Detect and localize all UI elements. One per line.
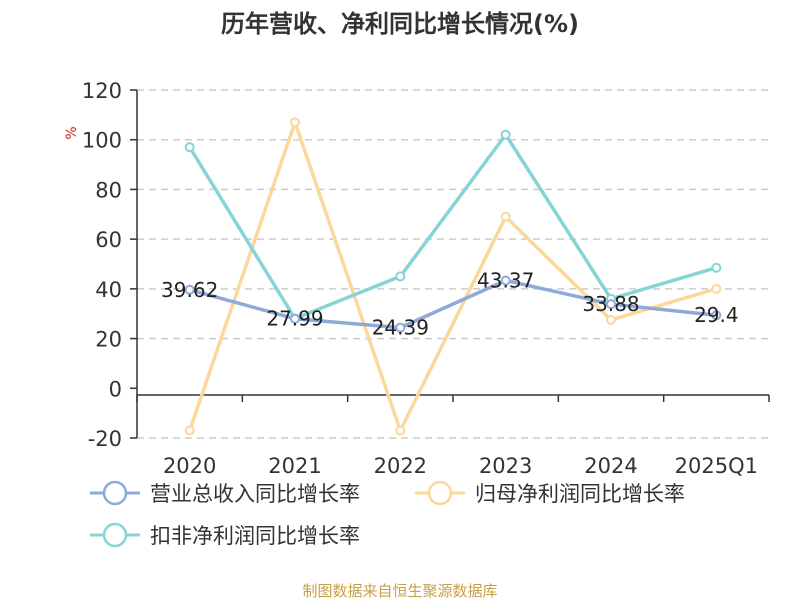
data-point[interactable] [184, 425, 195, 436]
data-point[interactable] [500, 129, 511, 140]
grid-lines [137, 89, 769, 439]
legend-label: 扣非净利润同比增长率 [150, 524, 360, 548]
data-point[interactable] [711, 262, 722, 273]
data-point[interactable] [184, 284, 195, 295]
series-line [187, 278, 719, 330]
chart-title: 历年营收、净利同比增长情况(%) [221, 10, 579, 38]
data-label: 29.4 [694, 303, 739, 327]
x-tick-label: 2021 [268, 454, 321, 478]
legend-item[interactable]: 营业总收入同比增长率 [90, 480, 360, 506]
series-line [187, 132, 719, 321]
data-point[interactable] [606, 299, 616, 310]
y-tick-label: -20 [88, 427, 122, 451]
data-label: 33.88 [582, 292, 639, 316]
legend-label: 归母净利润同比增长率 [475, 482, 685, 506]
data-point[interactable] [290, 117, 300, 128]
source-note: 制图数据来自恒生聚源数据库 [302, 582, 497, 600]
x-tick-label: 2025Q1 [675, 454, 758, 478]
x-tick-label: 2023 [479, 454, 532, 478]
data-label: 24.39 [372, 316, 429, 340]
x-tick-label: 2020 [163, 454, 216, 478]
data-point[interactable] [500, 275, 511, 286]
data-point[interactable] [500, 211, 511, 222]
y-tick-label: 60 [95, 228, 122, 252]
x-tick-label: 2022 [374, 454, 427, 478]
data-point[interactable] [395, 322, 406, 333]
y-tick-label: 40 [95, 278, 122, 302]
y-axis-unit-label: % [64, 126, 80, 139]
y-tick-label: 120 [82, 79, 122, 103]
legend-marker [102, 480, 128, 506]
data-point[interactable] [606, 314, 616, 325]
x-tick-label: 2024 [584, 454, 637, 478]
data-point[interactable] [395, 425, 406, 436]
data-label: 39.62 [161, 278, 218, 302]
y-tick-label: 20 [95, 328, 122, 352]
data-label: 27.99 [266, 307, 323, 331]
data-point[interactable] [711, 310, 722, 321]
data-point[interactable] [711, 283, 722, 294]
legend-marker [427, 480, 453, 506]
legend-item[interactable]: 归母净利润同比增长率 [415, 480, 685, 506]
data-labels: 39.62 27.99 24.39 43.37 33.88 29.4 [161, 268, 739, 339]
y-tick-label: 0 [109, 377, 122, 401]
legend-item[interactable]: 扣非净利润同比增长率 [90, 522, 360, 548]
data-point[interactable] [290, 313, 300, 324]
y-tick-label: 100 [82, 129, 122, 153]
axes: -20 0 20 40 60 80 100 120 2020 2021 2022 2023 2024 20… [82, 79, 770, 478]
series-line [187, 120, 719, 433]
y-tick-label: 80 [95, 178, 122, 202]
data-point[interactable] [184, 142, 195, 153]
series-lines [184, 117, 722, 436]
legend-label: 营业总收入同比增长率 [150, 482, 360, 506]
legend-marker [102, 522, 128, 548]
data-label: 43.37 [477, 268, 534, 292]
data-point[interactable] [395, 271, 406, 282]
